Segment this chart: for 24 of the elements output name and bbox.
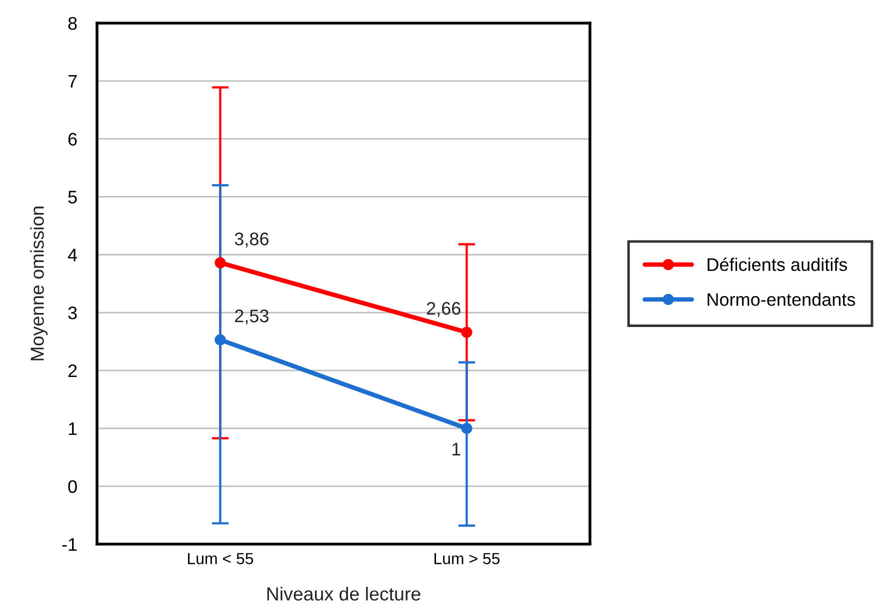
y-tick-label: -1 [62,538,77,551]
legend-label: Déficients auditifs [708,258,848,272]
point [461,422,472,434]
y-tick-label: 4 [68,248,78,262]
point [461,326,472,338]
y-tick-label: 5 [68,190,77,204]
x-tick-label: Lum < 55 [188,553,254,564]
y-tick-label: 7 [68,75,77,88]
data-label: 2,66 [426,302,460,317]
x-axis-title: Niveaux de lecture [267,586,420,601]
x-tick-label: Lum > 55 [434,553,500,564]
y-tick-label: 8 [68,17,77,30]
y-axis-title: Moyenne omission [30,206,48,360]
point [214,334,226,346]
legend-label: Normo-entendants [708,292,856,306]
y-tick-label: 6 [68,132,77,146]
point [214,257,226,268]
y-tick-label: 0 [68,480,77,493]
data-label: 2,53 [235,310,268,324]
y-tick-label: 1 [68,422,77,435]
y-tick-label: 2 [68,364,77,378]
data-label: 1 [452,442,460,456]
data-label: 3,86 [234,232,268,248]
y-tick-label: 3 [68,306,77,320]
